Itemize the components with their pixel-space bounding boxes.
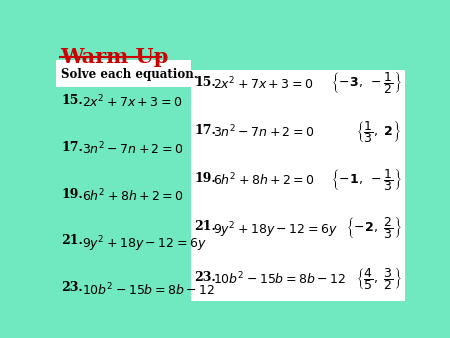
Text: $3n^2 - 7n + 2 = 0$: $3n^2 - 7n + 2 = 0$ (213, 124, 315, 141)
Text: $\left\{-\mathbf{1},\ -\dfrac{1}{3}\right\}$: $\left\{-\mathbf{1},\ -\dfrac{1}{3}\righ… (331, 167, 401, 193)
Text: 15.: 15. (194, 76, 216, 89)
Text: $\left\{\dfrac{4}{5},\ \dfrac{3}{2}\right\}$: $\left\{\dfrac{4}{5},\ \dfrac{3}{2}\righ… (356, 266, 401, 292)
Text: 19.: 19. (62, 188, 83, 201)
Text: $\left\{\dfrac{1}{3},\ \mathbf{2}\right\}$: $\left\{\dfrac{1}{3},\ \mathbf{2}\right\… (356, 119, 401, 145)
Text: $10b^2 - 15b = 8b - 12$: $10b^2 - 15b = 8b - 12$ (213, 271, 346, 288)
Text: 21.: 21. (194, 220, 216, 233)
Text: 17.: 17. (62, 141, 83, 154)
Text: Warm Up: Warm Up (60, 47, 168, 67)
Text: $10b^2 - 15b = 8b - 12$: $10b^2 - 15b = 8b - 12$ (82, 281, 216, 298)
Text: 21.: 21. (62, 235, 83, 247)
Text: 23.: 23. (194, 271, 216, 284)
Text: $\left\{-\mathbf{3},\ -\dfrac{1}{2}\right\}$: $\left\{-\mathbf{3},\ -\dfrac{1}{2}\righ… (331, 71, 401, 96)
Text: $6h^2 + 8h + 2 = 0$: $6h^2 + 8h + 2 = 0$ (82, 188, 184, 204)
Text: 17.: 17. (194, 124, 216, 137)
FancyBboxPatch shape (190, 71, 405, 301)
Text: $3n^2 - 7n + 2 = 0$: $3n^2 - 7n + 2 = 0$ (82, 141, 184, 158)
Text: $2x^2 + 7x + 3 = 0$: $2x^2 + 7x + 3 = 0$ (213, 76, 314, 92)
Text: $2x^2 + 7x + 3 = 0$: $2x^2 + 7x + 3 = 0$ (82, 94, 183, 111)
Text: 19.: 19. (194, 172, 216, 185)
Text: $9y^2 + 18y - 12 = 6y$: $9y^2 + 18y - 12 = 6y$ (213, 220, 338, 240)
Text: $9y^2 + 18y - 12 = 6y$: $9y^2 + 18y - 12 = 6y$ (82, 235, 207, 254)
Text: Solve each equation.: Solve each equation. (62, 68, 198, 81)
Text: 23.: 23. (62, 281, 83, 294)
FancyBboxPatch shape (56, 60, 190, 88)
Text: $\left\{-\mathbf{2},\ \dfrac{2}{3}\right\}$: $\left\{-\mathbf{2},\ \dfrac{2}{3}\right… (346, 215, 401, 241)
Text: $6h^2 + 8h + 2 = 0$: $6h^2 + 8h + 2 = 0$ (213, 172, 315, 189)
Text: 15.: 15. (62, 94, 83, 107)
